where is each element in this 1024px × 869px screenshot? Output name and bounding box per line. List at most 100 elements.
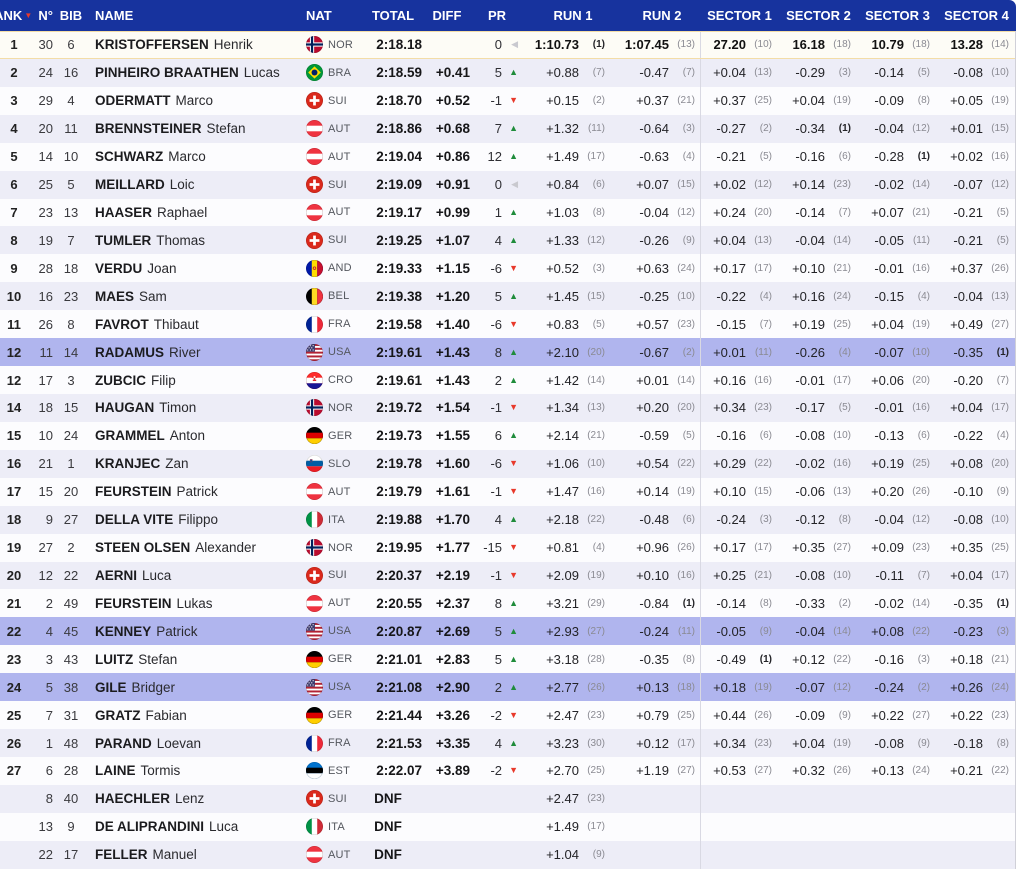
sector3-cell: +0.08 (22)	[871, 623, 930, 639]
athlete-name[interactable]: MAES Sam	[86, 282, 300, 310]
column-header-run2[interactable]: RUN 2	[642, 8, 682, 23]
table-row[interactable]: 12 11 14 RADAMUS River USA 2:19.61 +1.43…	[0, 338, 1015, 367]
table-row[interactable]: 3 29 4 ODERMATT Marco SUI 2:18.70 +0.52 …	[0, 86, 1015, 115]
column-header-sector1[interactable]: SECTOR 1	[707, 8, 772, 23]
athlete-name[interactable]: SCHWARZ Marco	[86, 143, 300, 171]
athlete-name[interactable]: TUMLER Thomas	[86, 226, 300, 254]
athlete-name[interactable]: GILE Bridger	[86, 673, 300, 701]
athlete-name[interactable]: PINHEIRO BRAATHEN Lucas	[86, 59, 300, 87]
table-row[interactable]: 8 40 HAECHLER Lenz SUI DNF +2.47 (23)	[0, 784, 1015, 813]
athlete-name[interactable]: PARAND Loevan	[86, 729, 300, 757]
country-code: USA	[328, 346, 352, 359]
sector2-cell: -0.12 (8)	[795, 512, 851, 528]
sector1-cell: -0.22 (4)	[700, 282, 779, 311]
column-header-total[interactable]: TOTAL	[371, 8, 415, 23]
rank-value: 17	[6, 484, 22, 500]
column-header-pr[interactable]: PR	[487, 8, 507, 23]
table-row[interactable]: 5 14 10 SCHWARZ Marco AUT 2:19.04 +0.86 …	[0, 142, 1015, 171]
athlete-name[interactable]: HAASER Raphael	[86, 199, 300, 227]
athlete-surname: GRAMMEL	[95, 428, 165, 444]
column-header-name[interactable]: NAME	[95, 8, 134, 23]
athlete-name[interactable]: AERNI Luca	[86, 562, 300, 590]
competitor-number: 21	[38, 456, 53, 472]
table-row[interactable]: 27 6 28 LAINE Tormis EST 2:22.07 +3.89 -…	[0, 756, 1015, 785]
athlete-name[interactable]: HAUGAN Timon	[86, 394, 300, 422]
athlete-name[interactable]: GRATZ Fabian	[86, 701, 300, 729]
table-row[interactable]: 15 10 24 GRAMMEL Anton GER 2:19.73 +1.55…	[0, 421, 1015, 450]
table-row[interactable]: 4 20 11 BRENNSTEINER Stefan AUT 2:18.86 …	[0, 114, 1015, 143]
sector3-cell: -0.15 (4)	[874, 288, 930, 304]
table-row[interactable]: 6 25 5 MEILLARD Loic SUI 2:19.09 +0.91 0…	[0, 170, 1015, 199]
column-header-number[interactable]: N°	[38, 8, 53, 23]
athlete-name[interactable]: VERDU Joan	[86, 254, 300, 282]
table-row[interactable]: 10 16 23 MAES Sam BEL 2:19.38 +1.20 5 ▲ …	[0, 282, 1015, 311]
column-header-rank[interactable]: RANK ▼	[0, 0, 32, 31]
country-code: BRA	[328, 66, 352, 79]
table-row[interactable]: 14 18 15 HAUGAN Timon NOR 2:19.72 +1.54 …	[0, 393, 1015, 422]
table-row[interactable]: 22 4 45 KENNEY Patrick USA 2:20.87 +2.69…	[0, 617, 1015, 646]
country-code: NOR	[328, 38, 354, 51]
table-row[interactable]: 9 28 18 VERDU Joan AND 2:19.33 +1.15 -6 …	[0, 254, 1015, 283]
column-header-run1[interactable]: RUN 1	[553, 8, 593, 23]
run2-cell: -0.59 (5)	[639, 428, 695, 444]
athlete-name[interactable]: ODERMATT Marco	[86, 87, 300, 115]
table-row[interactable]: 16 21 1 KRANJEC Zan SLO 2:19.78 +1.60 -6…	[0, 449, 1015, 478]
table-row[interactable]: 26 1 48 PARAND Loevan FRA 2:21.53 +3.35 …	[0, 729, 1015, 757]
table-row[interactable]: 25 7 31 GRATZ Fabian GER 2:21.44 +3.26 -…	[0, 701, 1015, 730]
table-row[interactable]: 18 9 27 DELLA VITE Filippo ITA 2:19.88 +…	[0, 505, 1015, 534]
athlete-name[interactable]: FEURSTEIN Lukas	[86, 589, 300, 617]
competitor-number: 9	[45, 512, 53, 528]
table-row[interactable]: 23 3 43 LUITZ Stefan GER 2:21.01 +2.83 5…	[0, 645, 1015, 674]
table-row[interactable]: 1 30 6 KRISTOFFERSEN Henrik NOR 2:18.18 …	[0, 31, 1015, 59]
athlete-name[interactable]: KENNEY Patrick	[86, 617, 300, 645]
table-row[interactable]: 12 17 3 ZUBCIC Filip CRO 2:19.61 +1.43 2…	[0, 366, 1015, 394]
column-header-bib[interactable]: BIB	[59, 8, 83, 23]
table-row[interactable]: 17 15 20 FEURSTEIN Patrick AUT 2:19.79 +…	[0, 477, 1015, 506]
athlete-name[interactable]: FEURSTEIN Patrick	[86, 478, 300, 506]
table-row[interactable]: 21 2 49 FEURSTEIN Lukas AUT 2:20.55 +2.3…	[0, 589, 1015, 618]
table-row[interactable]: 22 17 FELLER Manuel AUT DNF +1.04 (9)	[0, 840, 1015, 869]
table-row[interactable]: 8 19 7 TUMLER Thomas SUI 2:19.25 +1.07 4…	[0, 226, 1015, 255]
table-row[interactable]: 20 12 22 AERNI Luca SUI 2:20.37 +2.19 -1…	[0, 561, 1015, 590]
athlete-name[interactable]: BRENNSTEINER Stefan	[86, 115, 300, 143]
athlete-name[interactable]: MEILLARD Loic	[86, 171, 300, 199]
time-diff: +0.68	[435, 121, 470, 137]
sector4-cell: -0.23 (3)	[953, 623, 1009, 639]
athlete-name[interactable]: DELLA VITE Filippo	[86, 506, 300, 534]
table-row[interactable]: 7 23 13 HAASER Raphael AUT 2:19.17 +0.99…	[0, 198, 1015, 227]
athlete-name[interactable]: STEEN OLSEN Alexander	[86, 534, 300, 562]
athlete-name[interactable]: DE ALIPRANDINI Luca	[86, 813, 300, 841]
column-header-nat[interactable]: NAT	[306, 8, 332, 23]
athlete-name[interactable]: LUITZ Stefan	[86, 645, 300, 673]
flag-icon-fra	[306, 315, 323, 333]
total-time: 2:19.72	[376, 400, 422, 416]
athlete-name[interactable]: GRAMMEL Anton	[86, 422, 300, 450]
time-diff: +1.07	[435, 232, 470, 248]
athlete-name[interactable]: RADAMUS River	[86, 338, 300, 366]
position-change-cell	[472, 841, 522, 869]
flag-icon-slo	[306, 455, 323, 473]
athlete-surname: VERDU	[95, 260, 143, 276]
table-row[interactable]: 13 9 DE ALIPRANDINI Luca ITA DNF +1.49 (1…	[0, 812, 1015, 841]
column-header-sector3[interactable]: SECTOR 3	[865, 8, 930, 23]
table-row[interactable]: 11 26 8 FAVROT Thibaut FRA 2:19.58 +1.40…	[0, 310, 1015, 339]
table-row[interactable]: 19 27 2 STEEN OLSEN Alexander NOR 2:19.9…	[0, 533, 1015, 562]
athlete-name[interactable]: KRISTOFFERSEN Henrik	[86, 32, 300, 58]
athlete-name[interactable]: ZUBCIC Filip	[86, 366, 300, 394]
table-row[interactable]: 24 5 38 GILE Bridger USA 2:21.08 +2.90 2…	[0, 673, 1015, 702]
column-header-sector2[interactable]: SECTOR 2	[786, 8, 851, 23]
sector2-cell: -0.04 (14)	[795, 623, 851, 639]
athlete-name[interactable]: FELLER Manuel	[86, 841, 300, 869]
athlete-name[interactable]: KRANJEC Zan	[86, 450, 300, 478]
table-row[interactable]: 2 24 16 PINHEIRO BRAATHEN Lucas BRA 2:18…	[0, 58, 1015, 87]
athlete-name[interactable]: FAVROT Thibaut	[86, 310, 300, 338]
column-header-diff[interactable]: DIFF	[432, 8, 462, 23]
athlete-name[interactable]: HAECHLER Lenz	[86, 785, 300, 813]
column-header-sector4[interactable]: SECTOR 4	[944, 8, 1009, 23]
athlete-name[interactable]: LAINE Tormis	[86, 757, 300, 785]
run2-cell: +0.20 (20)	[636, 400, 695, 416]
sector2-cell: -0.08 (10)	[795, 567, 851, 583]
sector2-cell	[779, 841, 858, 869]
nationality-cell: AUT	[300, 589, 362, 617]
run2-cell	[610, 785, 700, 813]
